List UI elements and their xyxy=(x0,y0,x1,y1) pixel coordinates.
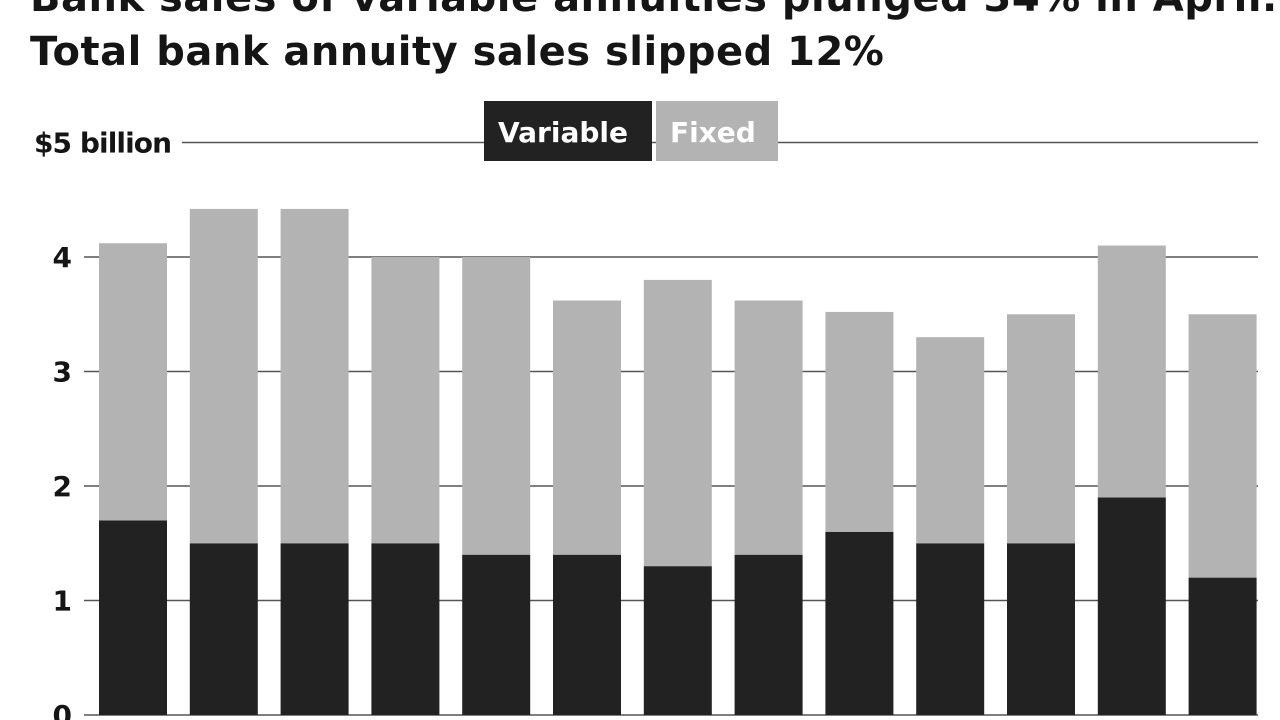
bar-fixed-13 xyxy=(1188,314,1257,578)
y-tick-label-4: 4 xyxy=(53,241,72,274)
y-tick-label-1: 1 xyxy=(53,585,72,618)
bar-fixed-6 xyxy=(553,300,621,555)
y-tick-label-2: 2 xyxy=(53,470,72,503)
bar-variable-10 xyxy=(916,543,985,715)
bar-fixed-9 xyxy=(825,311,894,532)
legend-label-fixed: Fixed xyxy=(670,116,756,149)
bar-fixed-10 xyxy=(916,337,985,544)
bar-fixed-8 xyxy=(734,300,803,555)
bar-variable-6 xyxy=(553,554,621,715)
bar-variable-11 xyxy=(1007,543,1075,715)
bar-variable-3 xyxy=(280,543,349,715)
legend-item-variable: Variable xyxy=(484,101,652,161)
legend-item-fixed: Fixed xyxy=(656,101,778,161)
y-tick-label-0: 0 xyxy=(53,699,72,720)
bar-fixed-4 xyxy=(371,257,440,544)
bar-fixed-12 xyxy=(1097,245,1166,498)
chart-title-line-2: Total bank annuity sales slipped 12% xyxy=(30,29,885,75)
bar-fixed-7 xyxy=(643,279,712,567)
y-axis-labels: 0 1 2 3 4 $5 billion xyxy=(34,127,172,720)
bar-variable-9 xyxy=(825,531,894,715)
legend-label-variable: Variable xyxy=(498,116,628,149)
bar-fixed-11 xyxy=(1007,314,1075,544)
bar-variable-5 xyxy=(462,554,531,715)
y-tick-label-3: 3 xyxy=(53,356,72,389)
bar-fixed-3 xyxy=(280,208,349,544)
legend-swatch-variable xyxy=(484,101,652,161)
y-tick-label-5: $5 billion xyxy=(34,127,172,160)
bar-fixed-1 xyxy=(99,243,167,521)
bar-variable-4 xyxy=(371,543,440,715)
legend-swatch-fixed xyxy=(656,101,778,161)
bar-fixed-5 xyxy=(462,257,531,555)
bars xyxy=(99,208,1257,715)
bar-variable-7 xyxy=(643,566,712,715)
bar-variable-2 xyxy=(189,543,258,715)
chart-title-line-1: Bank sales of variable annuities plunged… xyxy=(30,0,1278,22)
bar-variable-13 xyxy=(1188,577,1257,715)
bar-variable-1 xyxy=(99,520,167,715)
bar-variable-12 xyxy=(1097,497,1166,715)
legend: Variable Fixed xyxy=(484,101,778,161)
bar-variable-8 xyxy=(734,554,803,715)
bar-fixed-2 xyxy=(189,208,258,544)
